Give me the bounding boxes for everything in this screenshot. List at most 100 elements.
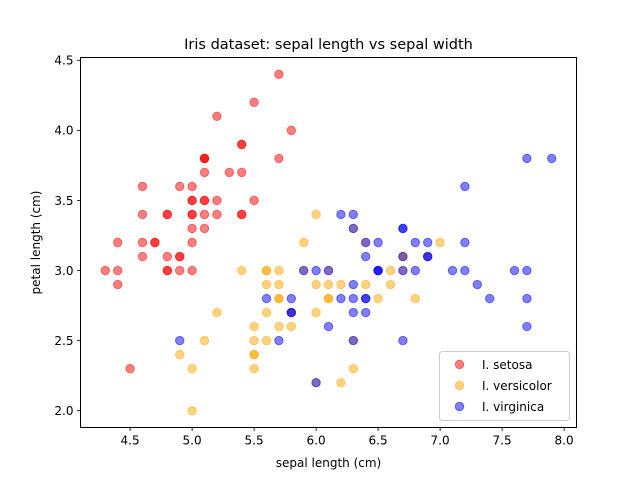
point-1-33	[311, 307, 321, 318]
point-1-47	[336, 279, 346, 290]
point-0-47	[137, 237, 148, 248]
point-0-4	[187, 181, 197, 192]
x-axis: 4.5 5.0 5.5 6.0 6.5 7.0 7.5 8.0	[121, 427, 574, 448]
point-2-36	[348, 209, 358, 220]
point-2-26	[336, 293, 346, 304]
point-0-38	[113, 265, 123, 276]
point-2-25	[460, 237, 470, 248]
point-2-37	[361, 251, 371, 262]
point-2-10	[373, 237, 383, 248]
point-2-0	[348, 223, 358, 234]
point-2-20	[423, 237, 433, 248]
point-2-14	[286, 293, 296, 304]
point-2-30	[485, 293, 495, 304]
y-tick-label: 2.5	[54, 334, 73, 348]
point-2-38	[311, 265, 321, 276]
point-0-46	[199, 153, 210, 164]
point-1-49	[274, 293, 284, 304]
point-2-32	[361, 293, 371, 304]
point-0-16	[237, 139, 247, 150]
point-1-42	[286, 321, 296, 332]
y-tick-label: 4.0	[54, 124, 73, 138]
point-2-21	[261, 293, 272, 304]
point-1-44	[261, 307, 272, 318]
point-0-26	[187, 209, 197, 220]
point-0-10	[237, 167, 247, 178]
plot-points	[100, 69, 557, 416]
point-2-8	[398, 335, 408, 346]
point-2-18	[522, 321, 532, 332]
x-tick-label: 4.5	[121, 434, 140, 448]
point-1-18	[336, 377, 346, 388]
point-2-46	[348, 335, 358, 346]
point-0-1	[175, 265, 185, 276]
y-tick-label: 4.5	[54, 54, 73, 68]
point-0-28	[212, 209, 222, 220]
point-2-2	[447, 265, 458, 276]
point-0-22	[137, 181, 148, 192]
point-0-31	[237, 209, 247, 220]
point-1-10	[187, 405, 197, 416]
point-1-25	[385, 265, 396, 276]
y-tick-label: 2.0	[54, 404, 73, 418]
point-2-31	[547, 153, 557, 164]
point-1-43	[187, 363, 197, 374]
point-2-35	[522, 265, 532, 276]
x-tick-label: 6.0	[307, 434, 326, 448]
y-tick-label: 3.0	[54, 264, 73, 278]
point-0-23	[199, 223, 210, 234]
x-tick-label: 7.0	[431, 434, 450, 448]
point-2-9	[460, 181, 470, 192]
point-2-29	[460, 265, 470, 276]
point-1-23	[323, 293, 334, 304]
point-1-40	[249, 321, 259, 332]
legend-marker-1	[454, 380, 465, 391]
point-0-21	[199, 167, 210, 178]
point-1-8	[385, 279, 396, 290]
point-1-9	[212, 307, 222, 318]
point-2-45	[398, 265, 408, 276]
point-2-13	[274, 335, 284, 346]
point-1-3	[249, 363, 259, 374]
point-0-3	[137, 251, 148, 262]
point-0-48	[224, 167, 235, 178]
point-2-11	[361, 307, 371, 318]
point-2-49	[299, 265, 309, 276]
legend-frame	[439, 351, 570, 421]
x-tick-label: 5.5	[245, 434, 264, 448]
point-0-29	[150, 237, 160, 248]
point-0-42	[113, 237, 123, 248]
x-tick-label: 7.5	[493, 434, 512, 448]
point-1-13	[323, 279, 334, 290]
point-1-4	[373, 293, 383, 304]
point-0-18	[274, 153, 284, 164]
chart-title: Iris dataset: sepal length vs sepal widt…	[184, 37, 473, 53]
point-2-34	[323, 321, 334, 332]
point-0-13	[100, 265, 111, 276]
point-0-43	[187, 195, 197, 206]
point-1-48	[199, 335, 210, 346]
point-2-15	[361, 237, 371, 248]
point-0-30	[162, 251, 173, 262]
point-0-39	[199, 209, 210, 220]
point-2-43	[410, 237, 420, 248]
point-2-44	[398, 223, 408, 234]
legend-label-2: I. virginica	[482, 400, 544, 414]
legend-label-1: I. versicolor	[482, 379, 552, 393]
point-1-29	[274, 321, 284, 332]
point-1-34	[237, 265, 247, 276]
point-1-19	[261, 335, 272, 346]
point-0-36	[249, 195, 259, 206]
point-2-12	[410, 265, 420, 276]
point-0-35	[187, 237, 197, 248]
point-0-41	[125, 363, 135, 374]
point-2-3	[348, 279, 358, 290]
legend: I. setosa I. versicolor I. virginica	[439, 351, 570, 421]
y-tick-label: 3.5	[54, 194, 73, 208]
point-2-5	[509, 265, 520, 276]
plot-frame	[80, 57, 577, 428]
point-2-42	[286, 307, 296, 318]
point-2-6	[175, 335, 185, 346]
point-0-27	[212, 195, 222, 206]
